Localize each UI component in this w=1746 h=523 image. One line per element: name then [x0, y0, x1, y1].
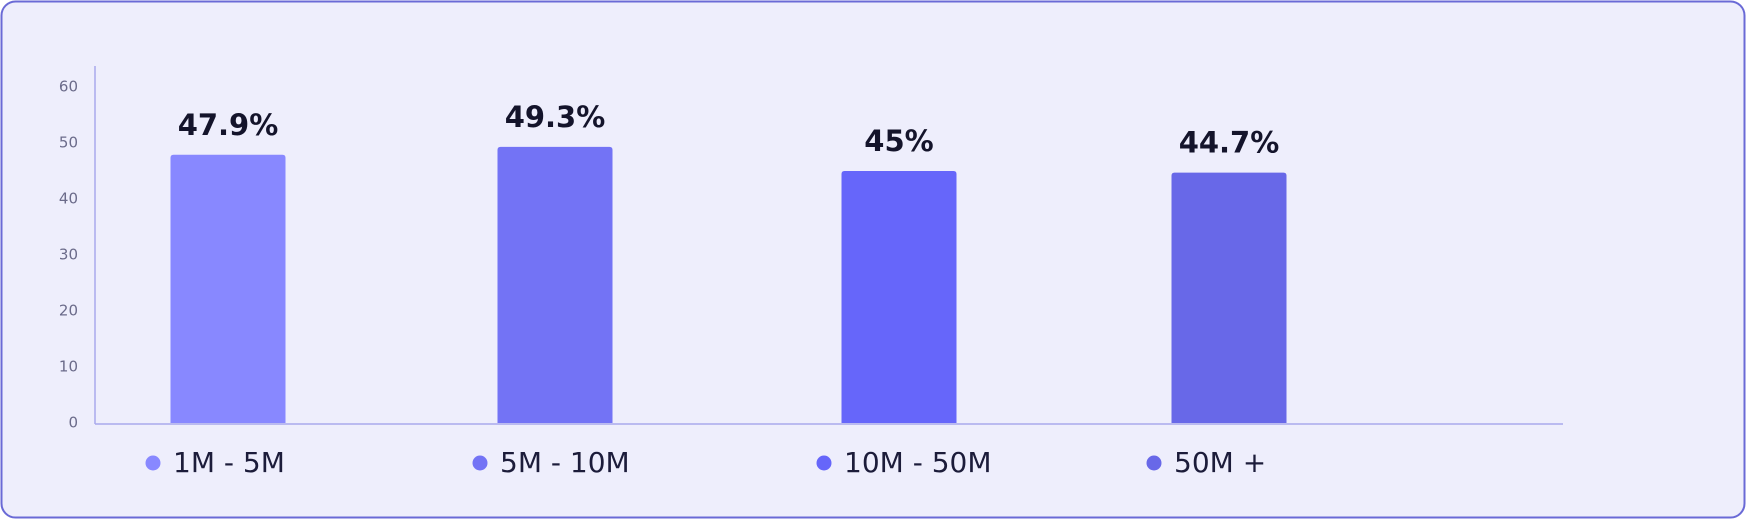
- y-tick-label: 20: [59, 302, 78, 320]
- bar: [1171, 172, 1287, 423]
- value-label: 44.7%: [1179, 126, 1280, 160]
- legend-dot: [145, 455, 161, 471]
- bar: [170, 154, 286, 423]
- value-label: 45%: [864, 124, 933, 158]
- y-tick-label: 0: [68, 414, 78, 432]
- legend-dot: [1146, 455, 1162, 471]
- legend-dot: [816, 455, 832, 471]
- x-tick-label: 10M - 50M: [844, 446, 991, 479]
- y-tick-label: 10: [59, 358, 78, 376]
- legend-dot: [472, 455, 488, 471]
- x-tick-label: 1M - 5M: [173, 446, 285, 479]
- value-label: 49.3%: [505, 100, 606, 134]
- y-tick-label: 60: [59, 78, 78, 96]
- x-tick-label: 50M +: [1174, 446, 1266, 479]
- y-tick-label: 50: [59, 134, 78, 152]
- value-label: 47.9%: [178, 108, 279, 142]
- bar: [497, 146, 613, 424]
- y-tick-label: 30: [59, 246, 78, 264]
- x-tick-label: 5M - 10M: [500, 446, 630, 479]
- y-tick-label: 40: [59, 190, 78, 208]
- bar: [841, 171, 957, 423]
